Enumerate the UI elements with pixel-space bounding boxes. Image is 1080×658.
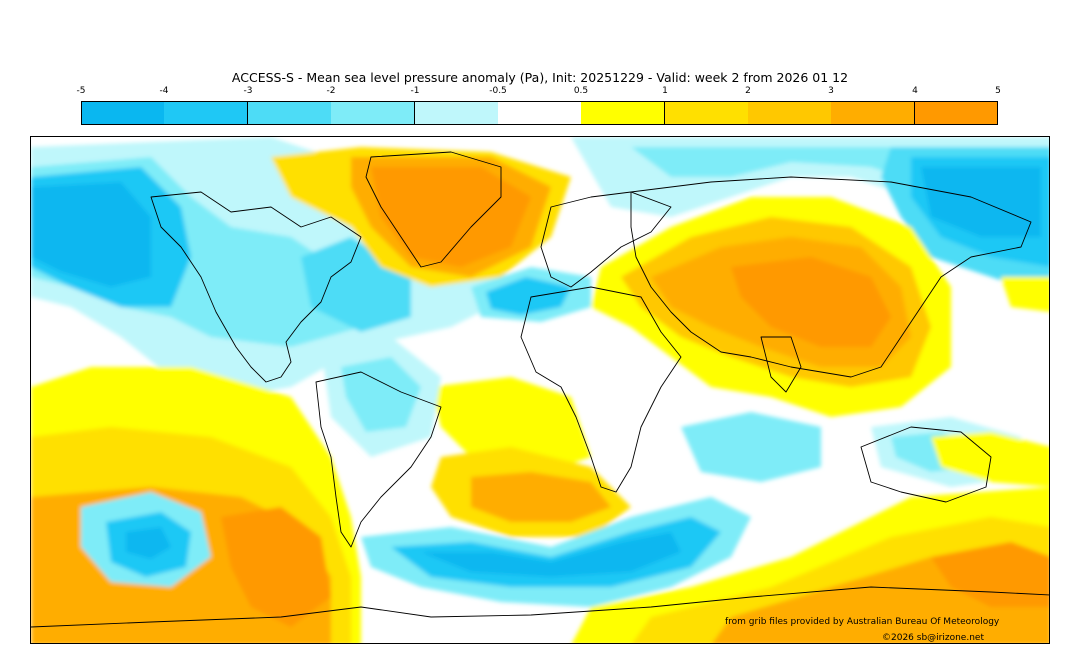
colorbar-tick: 0.5: [573, 86, 589, 96]
colorbar-swatch: [415, 101, 499, 125]
anomaly-negative-south-pacific: [126, 527, 171, 559]
colorbar-swatch: [498, 101, 582, 125]
coastline-greenland: [365, 151, 502, 268]
anomaly-negative-north-atlantic: [486, 277, 571, 315]
anomaly-positive-south-atlantic: [471, 472, 611, 522]
copyright-credit: ©2026 sb@irizone.net: [882, 633, 984, 643]
anomaly-positive-north-pacific-east: [1001, 277, 1049, 312]
anomaly-field: [31, 137, 1049, 643]
colorbar-swatch: [915, 101, 998, 125]
colorbar-tick: 5: [995, 86, 1001, 96]
colorbar-swatch: [748, 101, 832, 125]
map-title: ACCESS-S - Mean sea level pressure anoma…: [231, 70, 849, 85]
anomaly-positive-south-pacific: [221, 507, 331, 627]
colorbar: [81, 101, 998, 125]
colorbar-tick: 4: [912, 86, 918, 96]
colorbar-tick: 3: [828, 86, 834, 96]
coastline-north-america: [150, 191, 362, 383]
colorbar-tick: -3: [243, 86, 253, 96]
anomaly-negative-arctic-eurasia: [921, 167, 1041, 237]
coastline-asia: [630, 176, 1032, 378]
coastline-south-america: [315, 371, 442, 548]
coastline-europe: [540, 191, 672, 288]
coastline-africa: [520, 286, 682, 493]
anomaly-positive-greenland: [371, 167, 531, 267]
map-canvas: [31, 137, 1049, 643]
colorbar-tick: -4: [159, 86, 169, 96]
anomaly-positive-east-australia: [931, 432, 1049, 487]
anomaly-map[interactable]: [30, 136, 1050, 644]
colorbar-swatch: [831, 101, 915, 125]
colorbar-tick: 2: [745, 86, 751, 96]
anomaly-negative-north-pacific: [31, 182, 151, 287]
coastline-antarctica: [31, 586, 1049, 628]
anomaly-positive-south-atlantic: [431, 377, 591, 477]
coastline-australia: [860, 426, 992, 503]
anomaly-positive-asia: [731, 257, 891, 347]
colorbar-swatch: [81, 101, 165, 125]
source-credit: from grib files provided by Australian B…: [725, 617, 1000, 627]
colorbar-tick: -5: [76, 86, 86, 96]
colorbar-frame: [81, 101, 998, 125]
colorbar-tick: -0.5: [489, 86, 507, 96]
colorbar-tick: -2: [326, 86, 336, 96]
anomaly-negative-southern-ocean: [421, 532, 681, 577]
colorbar-tick: -1: [410, 86, 420, 96]
coastline-india: [760, 336, 802, 393]
anomaly-negative-indian-ocean: [681, 412, 821, 482]
coastlines: [31, 151, 1049, 628]
colorbar-tick: 1: [662, 86, 668, 96]
anomaly-negative-south-america: [341, 357, 421, 432]
colorbar-swatch: [581, 101, 665, 125]
colorbar-swatch: [331, 101, 415, 125]
colorbar-swatch: [164, 101, 248, 125]
